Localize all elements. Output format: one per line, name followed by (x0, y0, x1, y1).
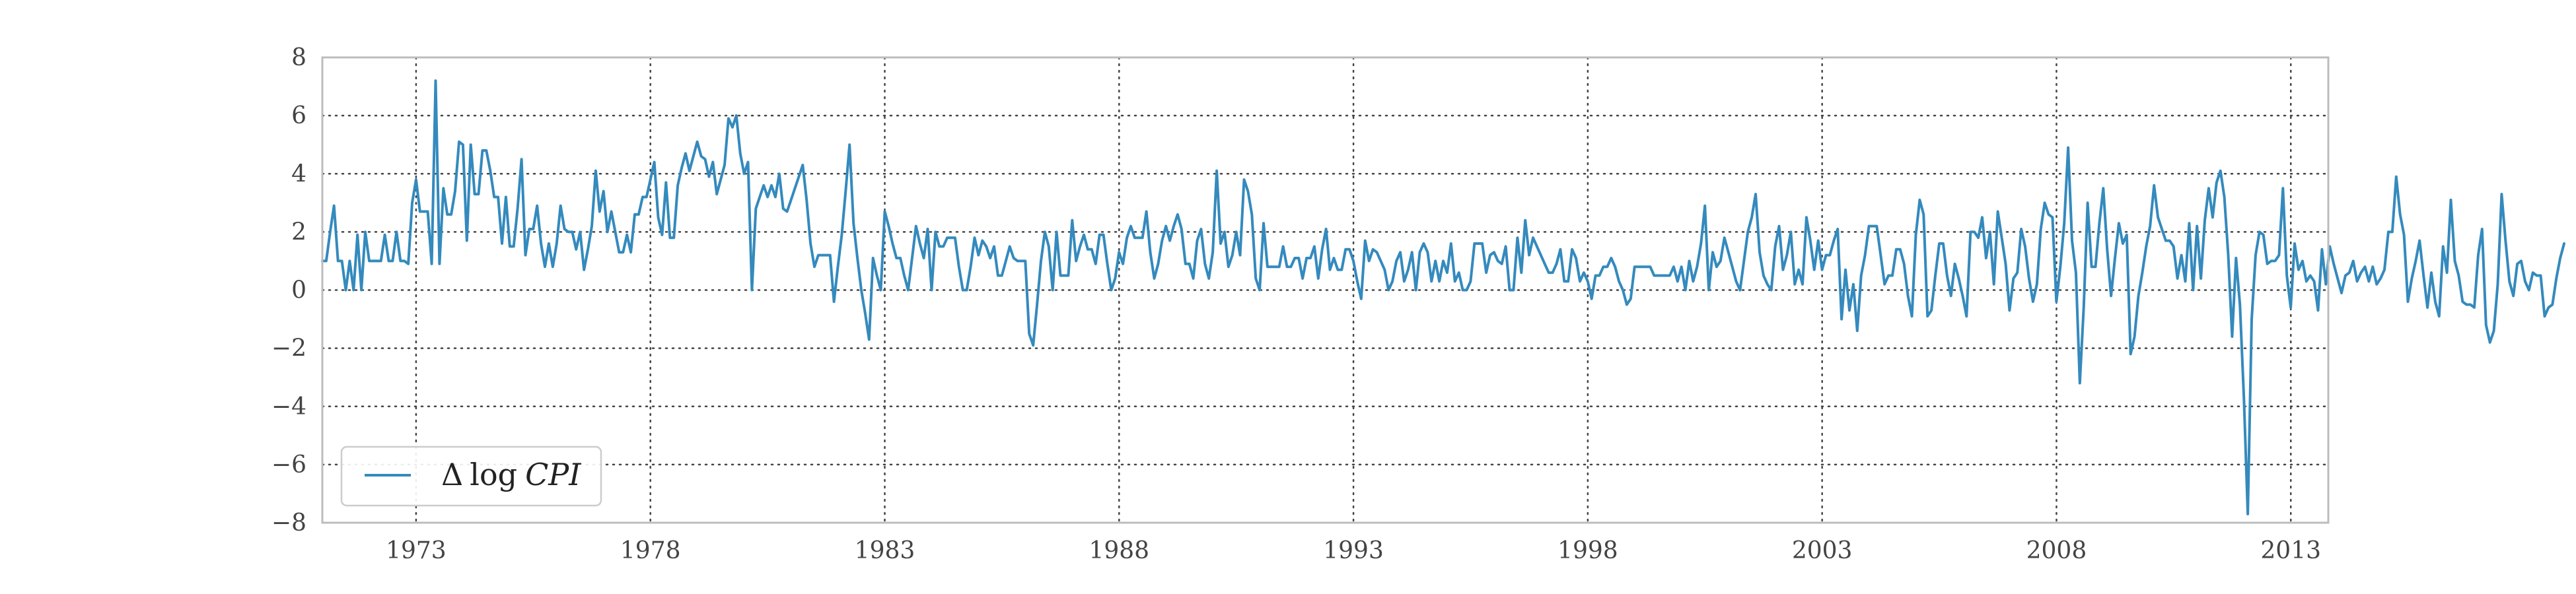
legend-box (340, 446, 602, 507)
x-tick-label: 2013 (2260, 537, 2321, 564)
y-tick-label: −2 (271, 335, 306, 362)
x-tick-label: 2003 (1792, 537, 1853, 564)
y-axis-ticks: −8 −6 −4 −2 0 2 4 6 8 (271, 44, 306, 537)
y-tick-label: 0 (291, 277, 306, 304)
legend-label-func: log (470, 457, 517, 492)
x-axis-ticks: 1973 1978 1983 1988 1993 1998 2003 2008 2013 (386, 537, 2321, 564)
x-tick-label: 1983 (855, 537, 915, 564)
x-tick-label: 2008 (2026, 537, 2087, 564)
legend-label-symbol: Δ (441, 457, 463, 492)
y-tick-label: 2 (291, 218, 306, 246)
y-tick-label: −6 (271, 451, 306, 478)
x-tick-label: 1973 (386, 537, 447, 564)
legend-label-variable: CPI (525, 457, 581, 492)
series-layer (321, 79, 2565, 515)
y-tick-label: 4 (291, 160, 306, 187)
series-line (321, 79, 2565, 515)
y-tick-label: 6 (291, 102, 306, 129)
y-tick-label: −4 (271, 393, 306, 420)
y-tick-label: −8 (271, 510, 306, 537)
x-tick-label: 1993 (1323, 537, 1384, 564)
x-tick-label: 1998 (1557, 537, 1618, 564)
x-tick-label: 1988 (1089, 537, 1149, 564)
plot-frame (321, 56, 2330, 524)
x-tick-label: 1978 (620, 537, 681, 564)
y-tick-label: 8 (291, 44, 306, 71)
